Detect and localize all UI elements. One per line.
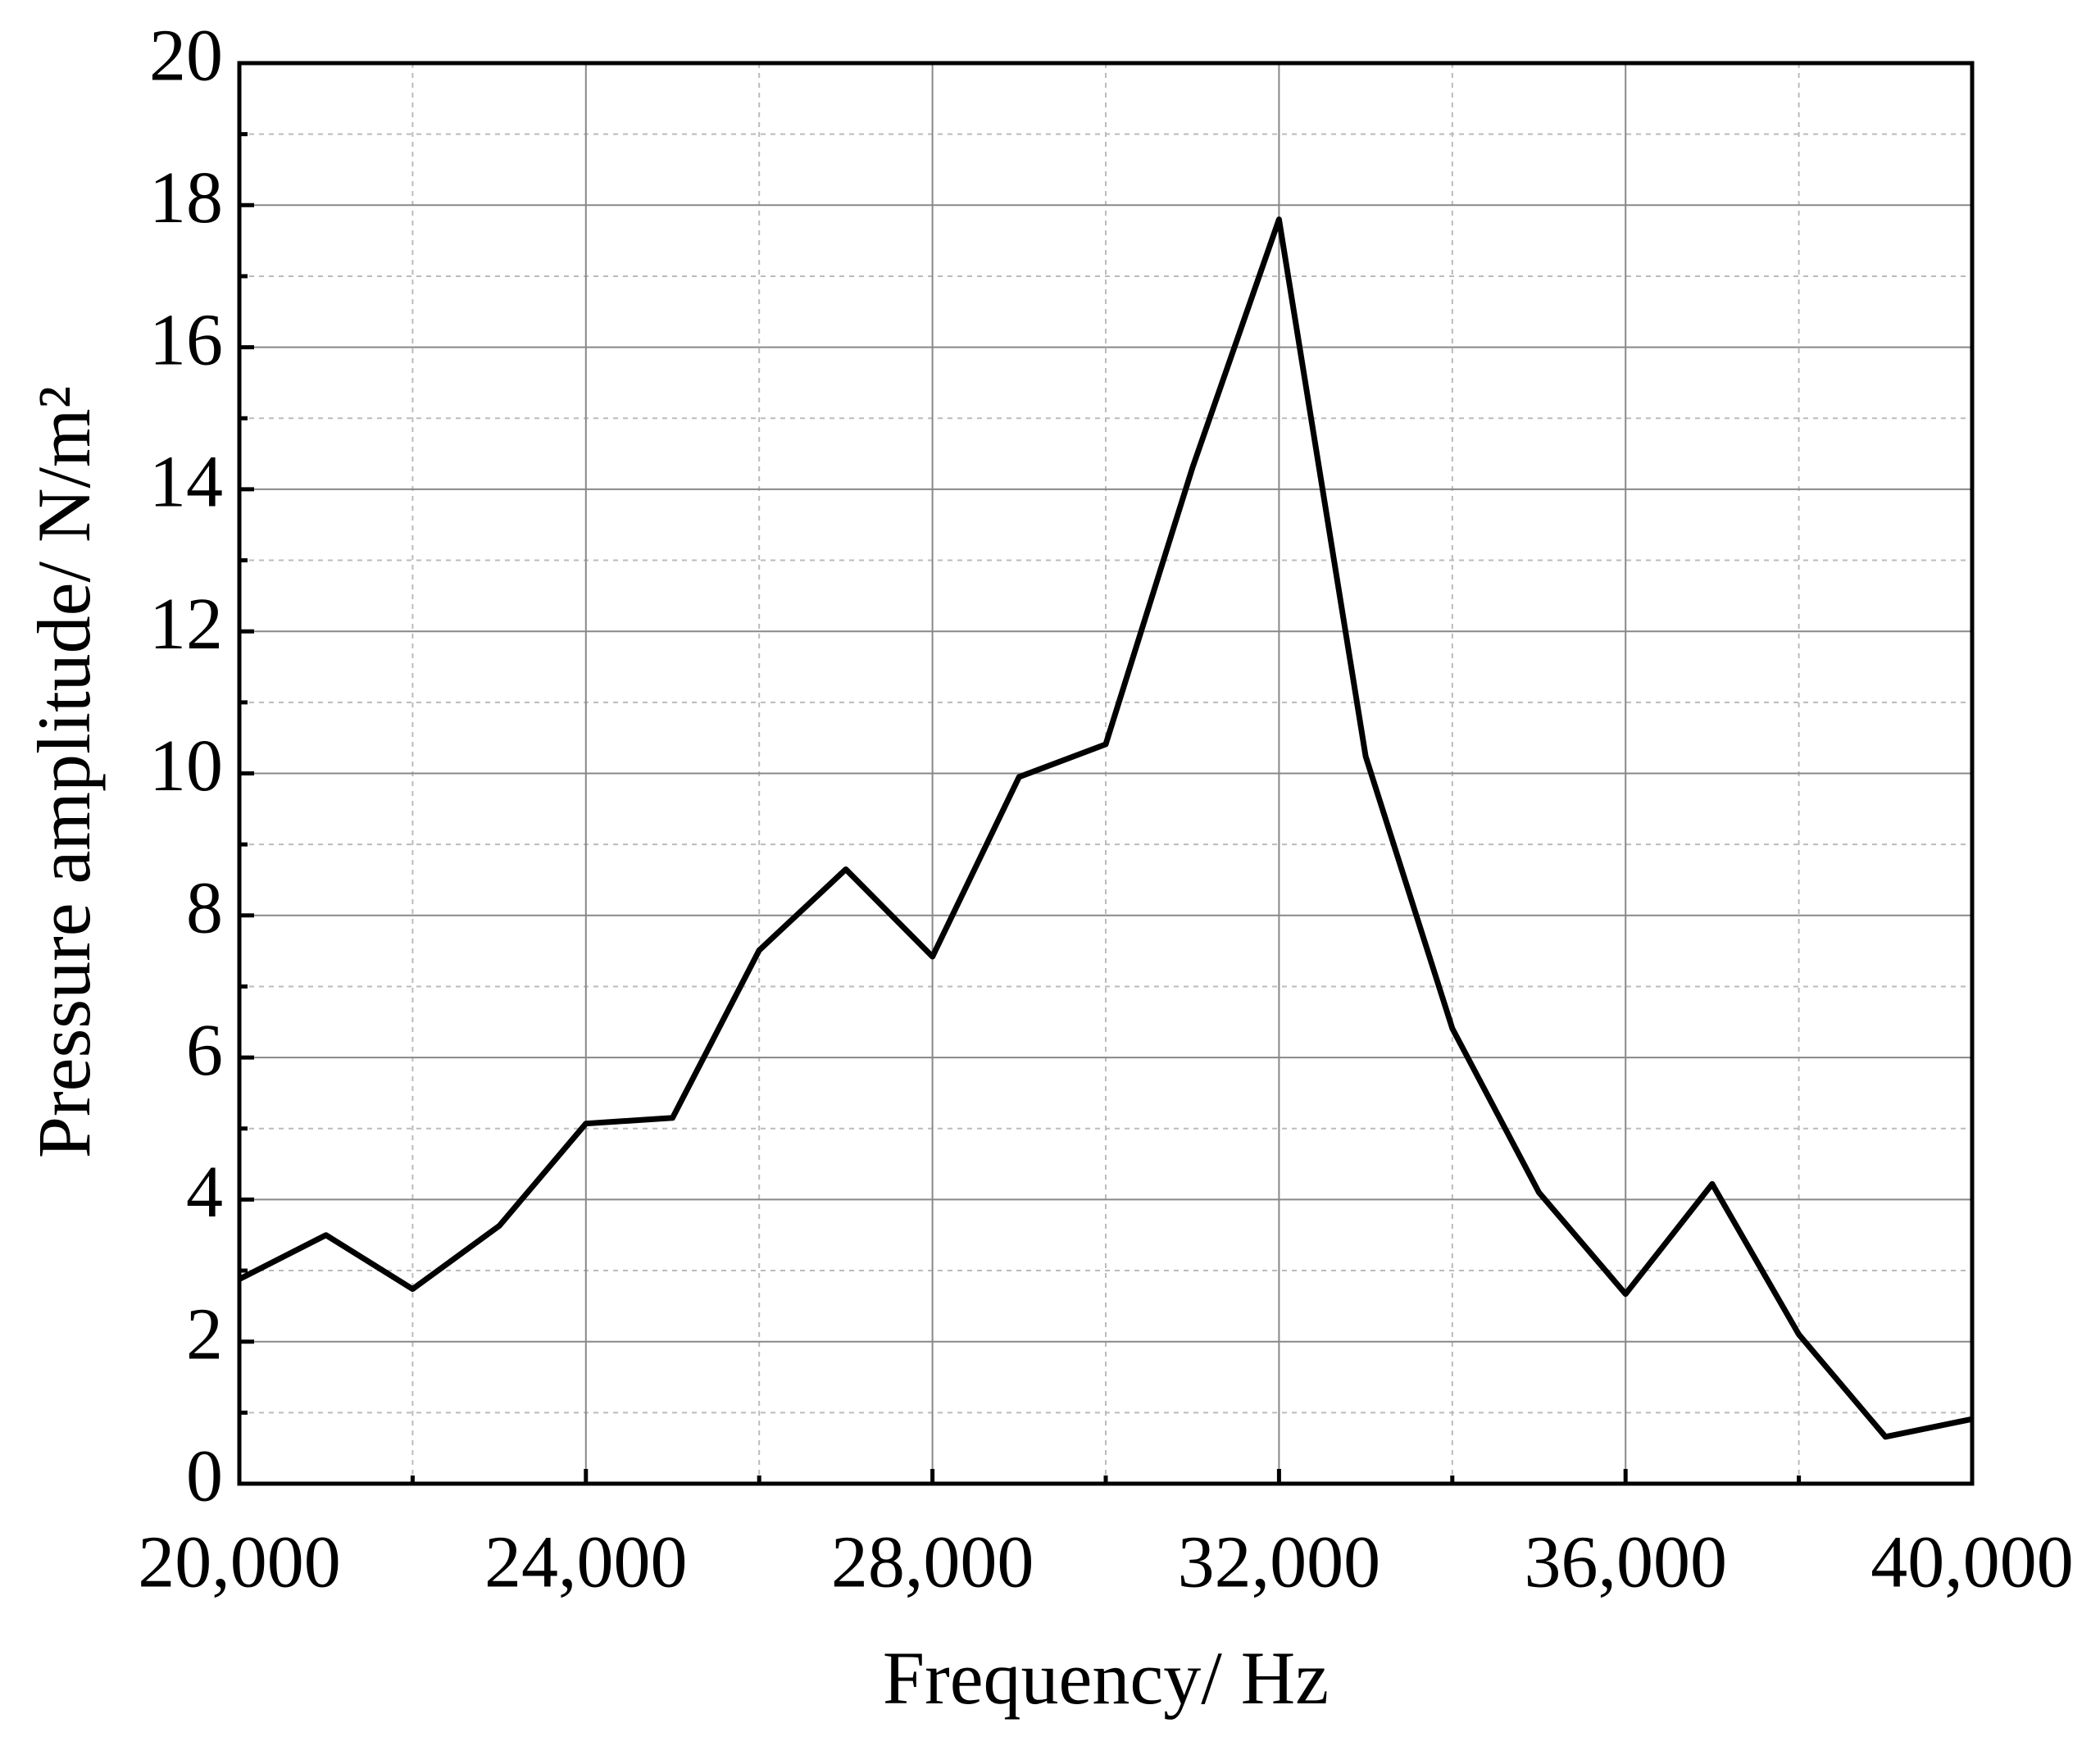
x-tick-label: 36,000 xyxy=(1524,1522,1727,1603)
plot-frame xyxy=(237,61,1975,1486)
y-axis-label: Pressure amplitude/ N/m² xyxy=(22,386,106,1158)
y-tick-label: 20 xyxy=(149,16,223,97)
y-tick-label: 14 xyxy=(149,442,223,523)
x-tick-label: 32,000 xyxy=(1178,1522,1381,1603)
data-line xyxy=(238,216,1973,1440)
y-tick-label: 8 xyxy=(186,867,223,948)
x-tick-label: 24,000 xyxy=(484,1522,688,1603)
y-tick-label: 6 xyxy=(186,1010,223,1091)
y-tick-label: 16 xyxy=(149,299,223,380)
x-tick-label: 40,000 xyxy=(1870,1522,2074,1603)
y-tick-label: 0 xyxy=(186,1436,223,1517)
y-tick-label: 18 xyxy=(149,157,223,239)
y-tick-label: 4 xyxy=(186,1152,223,1233)
x-tick-label: 20,000 xyxy=(138,1522,341,1603)
x-tick-label: 28,000 xyxy=(831,1522,1034,1603)
y-tick-label: 12 xyxy=(149,584,223,665)
x-axis-label: Frequency/ Hz xyxy=(883,1636,1329,1720)
y-tick-label: 2 xyxy=(186,1294,223,1375)
y-tick-label: 10 xyxy=(149,725,223,807)
